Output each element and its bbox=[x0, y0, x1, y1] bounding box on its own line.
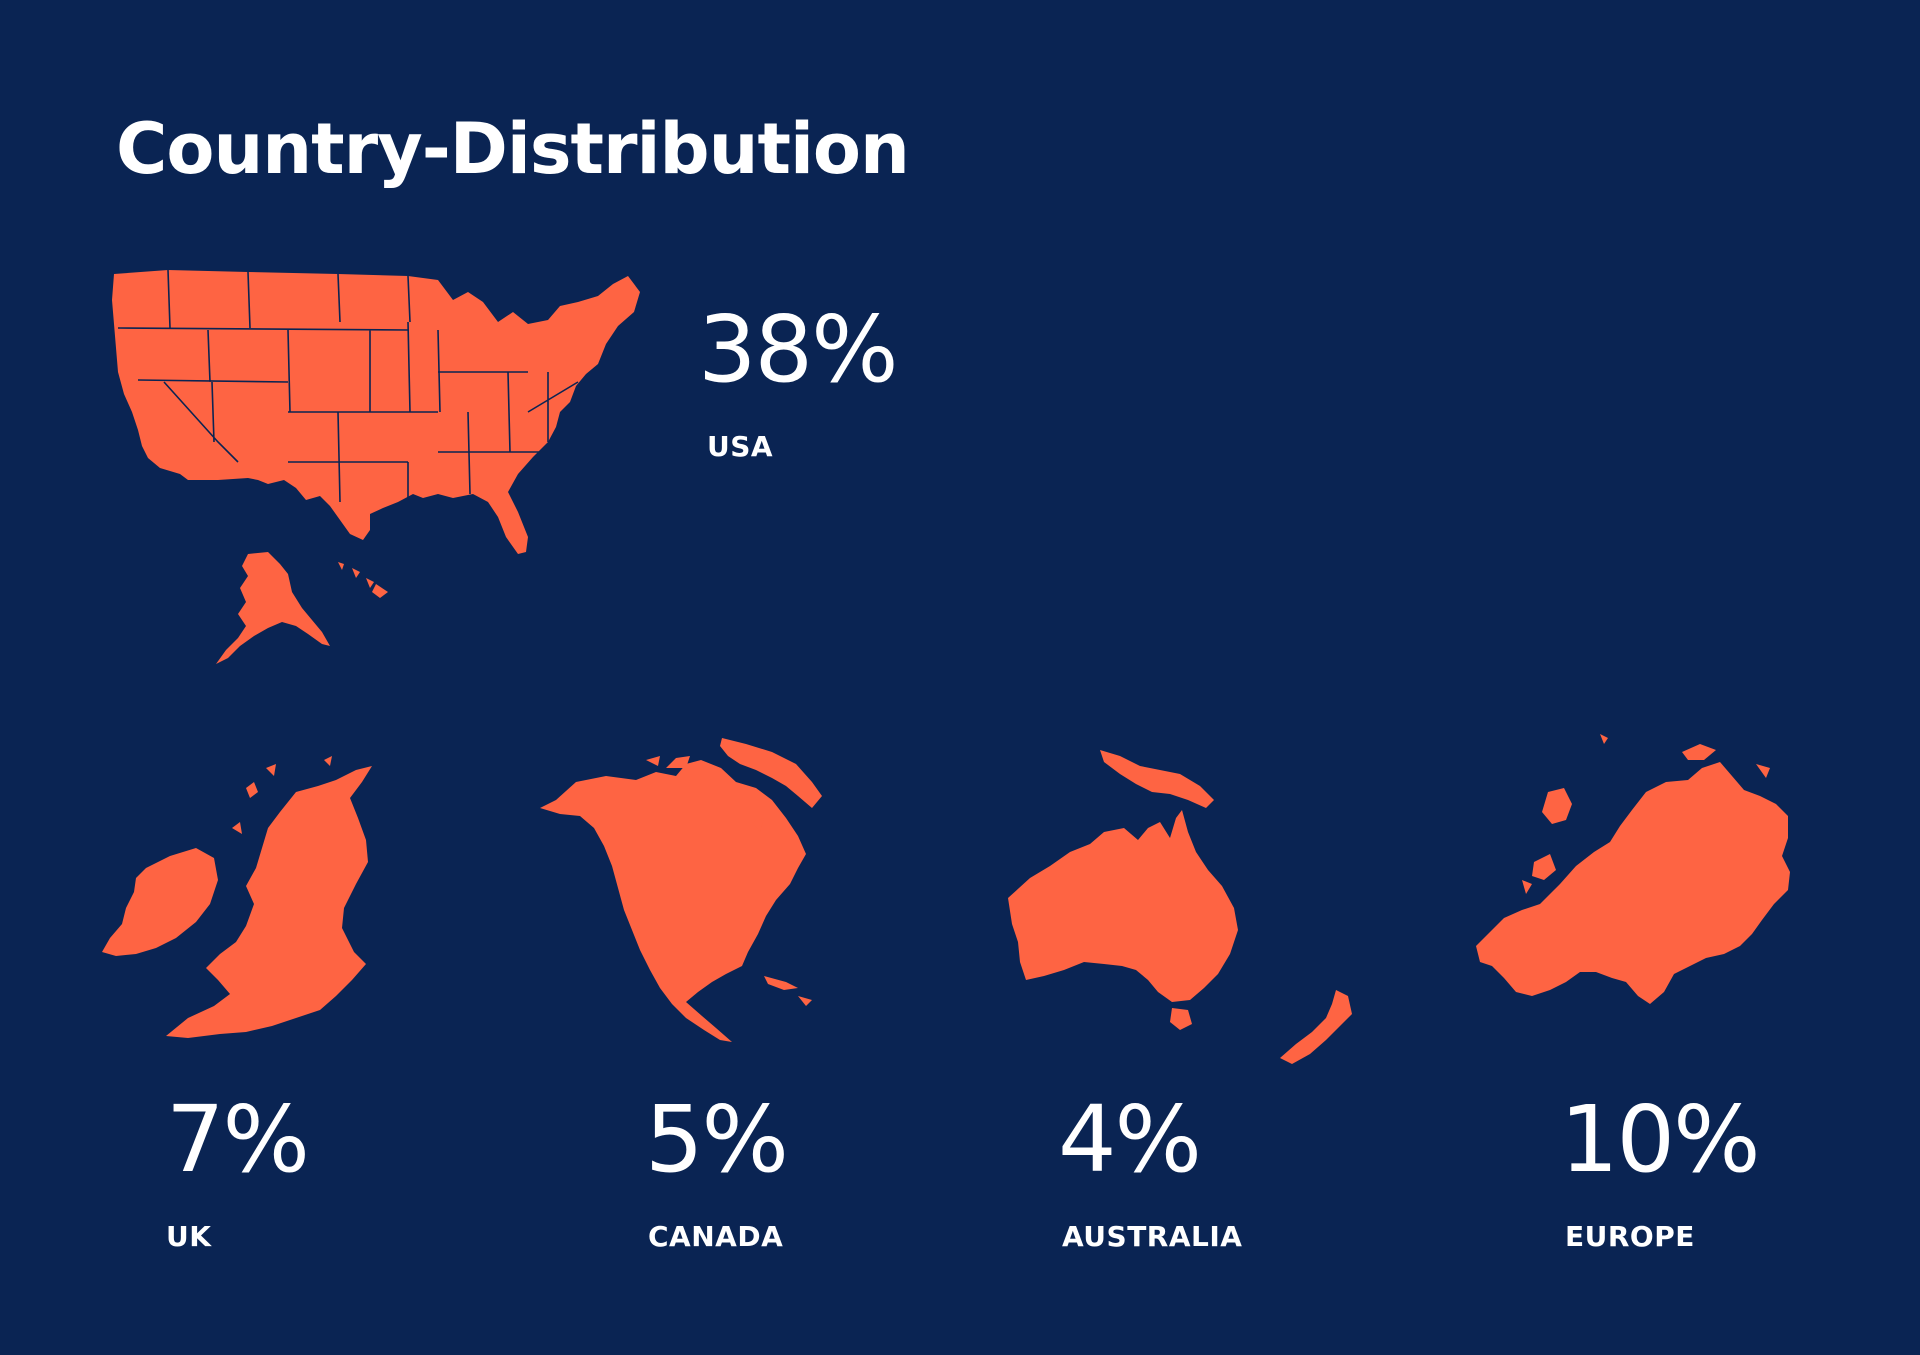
canada-label: CANADA bbox=[648, 1220, 784, 1253]
uk-percent: 7% bbox=[166, 1086, 310, 1193]
north-america-map-icon bbox=[540, 738, 822, 1042]
europe-percent: 10% bbox=[1560, 1086, 1760, 1193]
uk-label: UK bbox=[166, 1220, 212, 1253]
europe-map-icon bbox=[1476, 734, 1790, 1004]
page-title: Country-Distribution bbox=[116, 108, 910, 190]
usa-label: USA bbox=[707, 430, 774, 463]
uk-map-icon bbox=[102, 756, 372, 1038]
usa-percent: 38% bbox=[698, 296, 898, 403]
canada-percent: 5% bbox=[645, 1086, 789, 1193]
europe-label: EUROPE bbox=[1565, 1220, 1695, 1253]
australia-map-icon bbox=[1008, 750, 1352, 1064]
usa-map-icon bbox=[112, 269, 640, 664]
australia-percent: 4% bbox=[1058, 1086, 1202, 1193]
australia-label: AUSTRALIA bbox=[1062, 1220, 1243, 1253]
